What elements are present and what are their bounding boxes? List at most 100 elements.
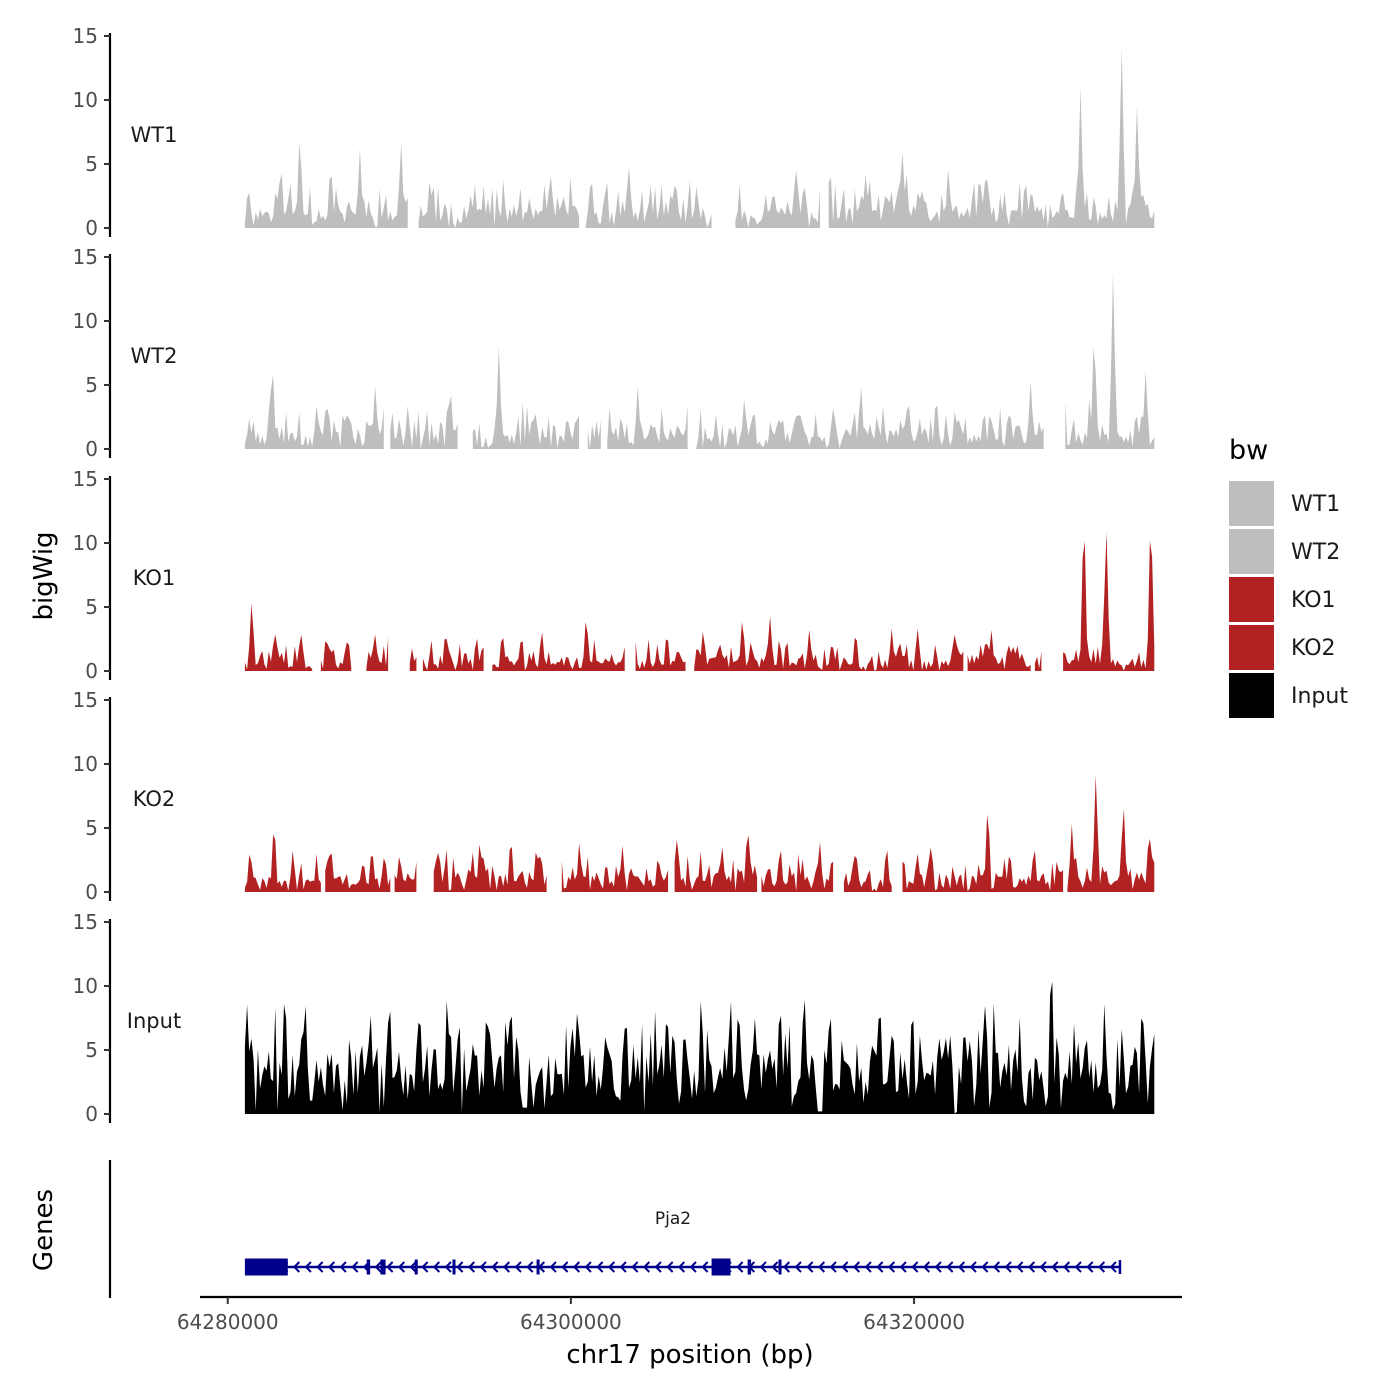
track-label: KO2	[133, 787, 176, 811]
strand-arrow	[677, 1261, 686, 1273]
strand-arrow	[1004, 1261, 1012, 1273]
strand-arrow	[409, 1261, 417, 1273]
legend-swatch	[1229, 625, 1274, 670]
strand-arrow	[736, 1261, 744, 1273]
strand-arrow	[397, 1261, 406, 1273]
strand-arrow	[794, 1261, 802, 1273]
strand-arrow	[386, 1261, 394, 1273]
strand-arrow	[969, 1261, 977, 1273]
strand-arrow	[1074, 1261, 1082, 1273]
y-tick-label: 0	[85, 437, 98, 461]
strand-arrow	[584, 1261, 592, 1273]
legend-label: KO1	[1291, 588, 1336, 613]
strand-arrow	[642, 1261, 651, 1273]
strand-arrow	[1097, 1261, 1106, 1273]
legend-label: Input	[1291, 684, 1348, 709]
strand-arrow	[526, 1261, 534, 1273]
gene-exon	[380, 1259, 386, 1275]
strand-arrow	[1051, 1261, 1059, 1273]
gene-exon	[536, 1259, 540, 1275]
track-label: KO1	[133, 566, 176, 590]
strand-arrow	[911, 1261, 919, 1273]
strand-arrow	[421, 1261, 429, 1273]
y-tick-label: 10	[73, 531, 98, 555]
y-tick-label: 15	[73, 910, 98, 934]
tracks-group: 0 5 10 15 WT1 0 5 10 15 WT2 0 5 10 15 KO1 0 5 10 15 KO2 0 5 10…	[73, 24, 1155, 1126]
legend-label: WT1	[1291, 492, 1340, 517]
y-tick-label: 0	[85, 1102, 98, 1126]
strand-arrow	[841, 1261, 849, 1273]
strand-arrow	[689, 1261, 697, 1273]
genes-panel: Pja2	[108, 1160, 1122, 1298]
legend-swatch	[1229, 529, 1274, 574]
strand-arrow	[1039, 1261, 1047, 1273]
y-tick-label: 10	[73, 88, 98, 112]
strand-arrow	[491, 1261, 499, 1273]
y-tick-label: 0	[85, 880, 98, 904]
gene-exon	[414, 1259, 418, 1275]
track-wt2: 0 5 10 15 WT2	[73, 245, 1155, 461]
y-tick-label: 15	[73, 245, 98, 269]
strand-arrow	[852, 1261, 861, 1273]
legend-label: WT2	[1291, 540, 1340, 565]
track-wt1: 0 5 10 15 WT1	[73, 24, 1155, 240]
strand-arrow	[957, 1261, 966, 1273]
x-axis: 64280000 64300000 64320000	[177, 1295, 1182, 1334]
strand-arrow	[304, 1261, 312, 1273]
x-tick-label: 64300000	[520, 1310, 622, 1334]
y-tick-label: 5	[85, 595, 98, 619]
track-input: 0 5 10 15 Input	[73, 910, 1155, 1126]
coverage-area-wt2	[244, 272, 1155, 449]
strand-arrow	[607, 1261, 616, 1273]
strand-arrow	[701, 1261, 709, 1273]
strand-arrow	[561, 1261, 569, 1273]
strand-arrow	[351, 1261, 359, 1273]
y-tick-label: 10	[73, 974, 98, 998]
strand-arrow	[502, 1261, 511, 1273]
track-label: WT1	[131, 123, 178, 147]
genes-axis-title: Genes	[29, 1189, 59, 1271]
strand-arrow	[631, 1261, 639, 1273]
strand-arrow	[806, 1261, 814, 1273]
strand-arrow	[1027, 1261, 1036, 1273]
legend-swatch	[1229, 577, 1274, 622]
strand-arrow	[934, 1261, 942, 1273]
strand-arrow	[654, 1261, 662, 1273]
strand-arrow	[1109, 1261, 1117, 1273]
x-tick-label: 64280000	[177, 1310, 279, 1334]
coverage-area-wt1	[244, 47, 1155, 228]
track-label: Input	[127, 1009, 181, 1033]
strand-arrow	[782, 1261, 791, 1273]
y-tick-label: 5	[85, 816, 98, 840]
legend: bw WT1 WT2 KO1 KO2 Input	[1229, 435, 1348, 718]
strand-arrow	[887, 1261, 896, 1273]
strand-arrow	[596, 1261, 604, 1273]
coverage-area-ko2	[244, 775, 1155, 892]
y-tick-label: 15	[73, 467, 98, 491]
legend-title: bw	[1229, 435, 1268, 466]
gene-exon	[366, 1259, 371, 1275]
strand-arrow	[899, 1261, 907, 1273]
strand-arrow	[666, 1261, 674, 1273]
y-tick-label: 0	[85, 216, 98, 240]
strand-arrow	[327, 1261, 336, 1273]
x-axis-title: chr17 position (bp)	[566, 1340, 813, 1370]
strand-arrow	[771, 1261, 779, 1273]
gene-exon	[747, 1259, 752, 1275]
strand-arrow	[946, 1261, 954, 1273]
y-tick-label: 15	[73, 24, 98, 48]
gene-exon	[244, 1258, 288, 1276]
y-tick-label: 5	[85, 373, 98, 397]
gene-exon	[452, 1259, 456, 1275]
strand-arrow	[456, 1261, 464, 1273]
strand-arrow	[444, 1261, 452, 1273]
strand-arrow	[1016, 1261, 1024, 1273]
y-tick-label: 0	[85, 659, 98, 683]
strand-arrow	[549, 1261, 557, 1273]
gene-exon	[778, 1259, 782, 1275]
y-tick-label: 10	[73, 752, 98, 776]
strand-arrow	[467, 1261, 476, 1273]
y-tick-label: 10	[73, 309, 98, 333]
strand-arrow	[1086, 1261, 1094, 1273]
strand-arrow	[876, 1261, 884, 1273]
